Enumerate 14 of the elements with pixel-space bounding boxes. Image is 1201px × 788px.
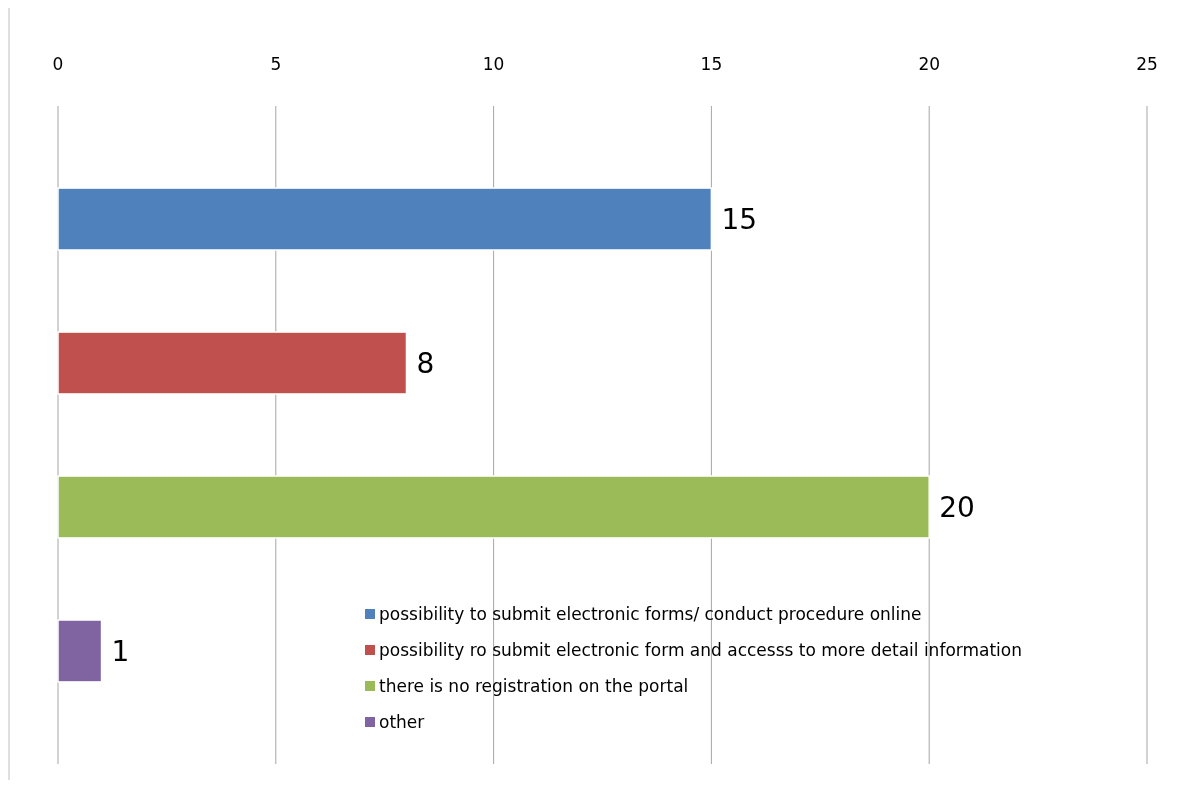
legend-label: there is no registration on the portal xyxy=(379,675,689,696)
x-tick-label: 20 xyxy=(918,54,941,74)
legend-label: other xyxy=(379,711,425,732)
x-tick-label: 25 xyxy=(1136,54,1158,74)
data-label: 8 xyxy=(416,346,435,380)
x-tick-label: 10 xyxy=(482,54,505,74)
legend-label: possibility to submit electronic forms/ conduct procedure online xyxy=(379,603,922,624)
data-label: 20 xyxy=(939,490,975,524)
x-tick-label: 5 xyxy=(270,54,282,74)
x-tick-label: 15 xyxy=(700,54,723,74)
x-tick-label: 0 xyxy=(52,54,64,74)
data-label: 15 xyxy=(721,202,758,236)
data-label: 1 xyxy=(111,634,130,668)
legend-label: possibility ro submit electronic form and accesss to more detail information xyxy=(379,639,1023,660)
